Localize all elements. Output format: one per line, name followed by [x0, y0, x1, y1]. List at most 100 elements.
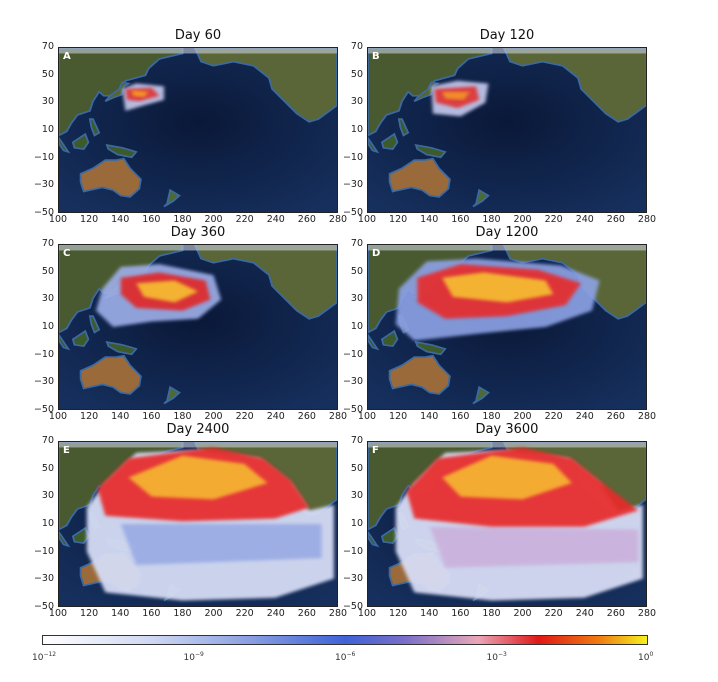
land-nz [163, 188, 181, 208]
plume-layer-1 [429, 526, 639, 568]
colorbar [42, 635, 648, 645]
x-tick-label: 260 [297, 214, 316, 225]
plume-layer-2 [131, 90, 149, 98]
panel-title: Day 2400 [166, 422, 230, 437]
plume-layer-2 [442, 91, 470, 100]
y-tick-label: 30 [350, 293, 363, 305]
y-tick-label: −30 [33, 376, 54, 388]
land-namer [193, 48, 337, 123]
x-tick-label: 100 [48, 608, 68, 619]
y-tick-label: 10 [350, 518, 363, 529]
x-tick-label: 200 [513, 411, 532, 422]
land-png [414, 340, 447, 356]
y-tick-label: 70 [41, 435, 54, 446]
y-tick-label: −50 [33, 601, 54, 612]
x-tick-label: 280 [637, 608, 657, 619]
y-tick-label: 10 [41, 518, 54, 529]
panel-letter: D [372, 248, 381, 259]
y-tick-label: −50 [33, 404, 54, 415]
x-tick-label: 100 [357, 214, 377, 225]
x-tick-label: 240 [575, 608, 594, 619]
x-tick-label: 140 [111, 214, 130, 225]
x-tick-label: 100 [357, 411, 377, 422]
land-nz [163, 385, 181, 405]
land-borneo [380, 329, 399, 348]
x-tick-label: 140 [420, 608, 439, 619]
y-tick-label: 30 [350, 490, 363, 502]
x-tick-label: 200 [204, 214, 223, 225]
map-image [367, 47, 647, 213]
y-tick-label: −10 [33, 348, 54, 360]
land-aus [388, 157, 451, 198]
x-tick-label: 100 [48, 214, 68, 225]
map-image [58, 47, 338, 213]
y-tick-label: −30 [342, 179, 363, 191]
x-tick-label: 160 [451, 411, 470, 422]
colorbar-tick-label: 10−6 [335, 651, 356, 663]
y-tick-label: −30 [33, 573, 54, 585]
land-png [105, 143, 138, 159]
panel-title: Day 360 [170, 225, 226, 240]
x-tick-label: 140 [420, 214, 439, 225]
land-namer [193, 245, 337, 320]
y-tick-label: −50 [342, 601, 363, 612]
y-tick-label: 50 [41, 265, 54, 277]
panel-title: Day 1200 [475, 225, 539, 240]
x-tick-label: 240 [266, 608, 285, 619]
arctic-ice [59, 48, 337, 54]
land-sumatra [59, 136, 71, 154]
x-tick-label: 240 [575, 411, 594, 422]
arctic-ice [368, 245, 646, 251]
panel-title: Day 120 [479, 28, 535, 43]
x-tick-label: 160 [142, 214, 161, 225]
panel-letter: A [63, 51, 71, 62]
x-tick-label: 280 [637, 411, 657, 422]
land-borneo [380, 132, 399, 151]
x-tick-label: 280 [328, 214, 348, 225]
x-tick-label: 200 [204, 608, 223, 619]
map-image [58, 244, 338, 410]
land-japan [104, 81, 131, 103]
panel-title: Day 60 [174, 28, 222, 43]
y-tick-label: −50 [342, 207, 363, 218]
land-borneo [71, 132, 90, 151]
x-tick-label: 120 [389, 411, 408, 422]
y-tick-label: 70 [41, 41, 54, 52]
map-panel-a: Day 60 A 70 50 30 10 −10 −30 −50 100 120 140 160 180 2… [34, 28, 347, 225]
x-tick-label: 260 [606, 411, 625, 422]
x-tick-label: 180 [482, 608, 501, 619]
y-tick-label: −50 [33, 207, 54, 218]
land-aus [79, 157, 142, 198]
panel-letter: C [63, 248, 71, 259]
x-tick-label: 260 [297, 411, 316, 422]
land-borneo [380, 526, 399, 545]
x-tick-label: 280 [328, 411, 348, 422]
x-tick-label: 140 [420, 411, 439, 422]
y-tick-label: 50 [350, 462, 363, 474]
y-tick-label: 30 [41, 490, 54, 502]
arctic-ice [59, 245, 337, 251]
y-tick-label: −30 [342, 573, 363, 585]
x-tick-label: 240 [575, 214, 594, 225]
arctic-ice [368, 442, 646, 448]
y-tick-label: 10 [350, 321, 363, 332]
y-tick-label: 30 [350, 96, 363, 108]
land-phil [88, 315, 101, 334]
x-tick-label: 200 [513, 214, 532, 225]
x-tick-label: 180 [482, 411, 501, 422]
plume-layer-2 [442, 272, 554, 303]
land-aus [79, 354, 142, 395]
land-nz [472, 188, 490, 208]
y-tick-label: −10 [33, 545, 54, 557]
y-tick-label: 30 [41, 293, 54, 305]
colorbar-tick-label: 10−9 [183, 651, 204, 663]
x-tick-label: 120 [389, 214, 408, 225]
land-asia [59, 48, 184, 137]
x-tick-label: 160 [142, 411, 161, 422]
x-tick-label: 260 [297, 608, 316, 619]
land-sumatra [368, 136, 380, 154]
x-tick-label: 260 [606, 608, 625, 619]
x-tick-label: 120 [80, 411, 99, 422]
map-panel-c: Day 360 C 70 50 30 10 −10 −30 −50 100 120 140 160 180… [34, 225, 347, 422]
x-tick-label: 180 [173, 411, 192, 422]
